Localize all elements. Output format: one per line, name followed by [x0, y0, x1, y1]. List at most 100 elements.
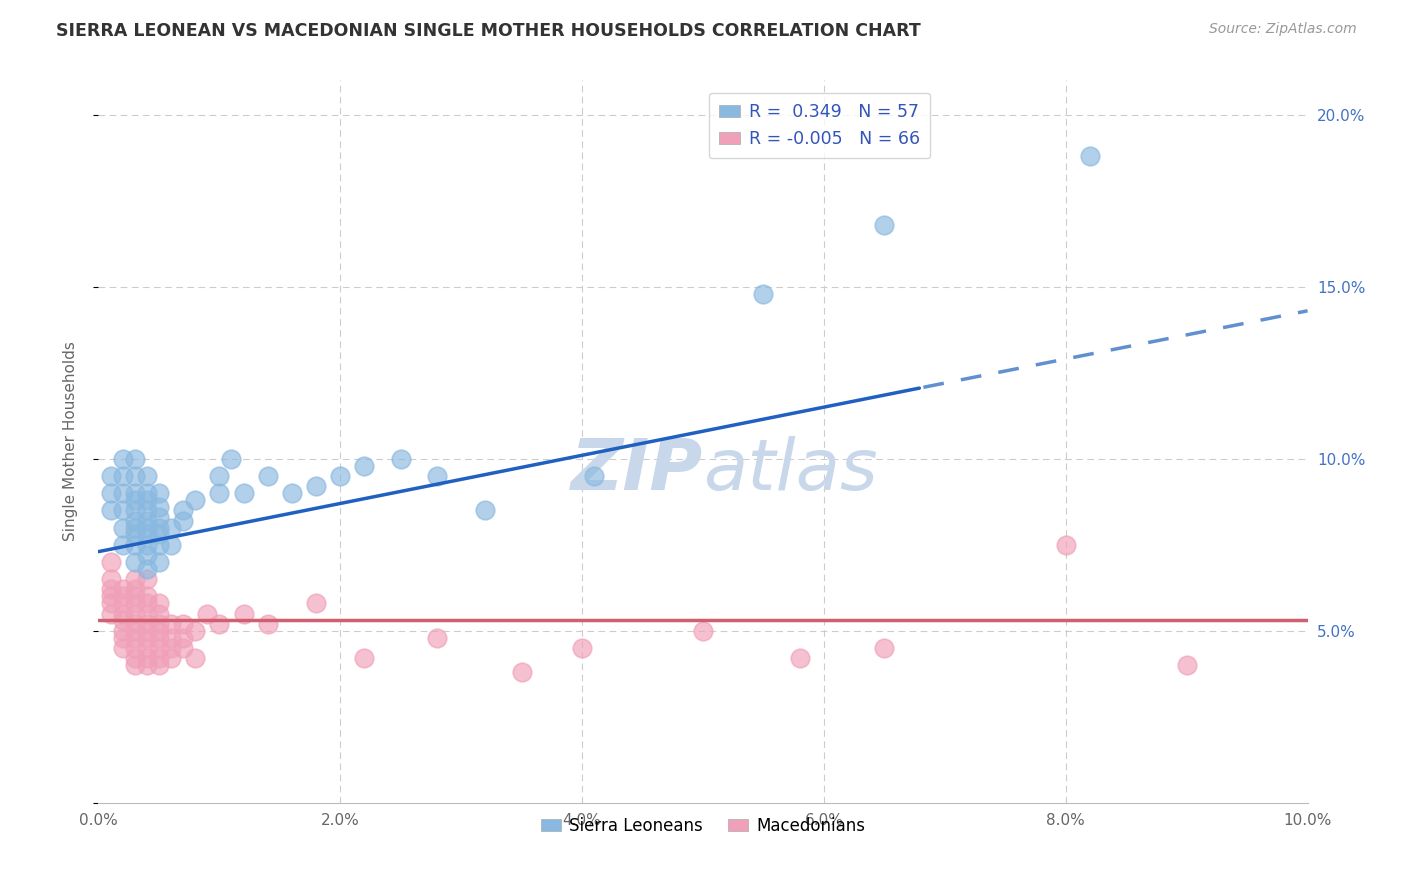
- Point: [160, 520, 183, 534]
- Point: [873, 640, 896, 655]
- Point: [148, 651, 170, 665]
- Point: [111, 596, 134, 610]
- Point: [353, 458, 375, 473]
- Point: [100, 572, 122, 586]
- Point: [135, 596, 157, 610]
- Point: [221, 451, 243, 466]
- Point: [148, 527, 170, 541]
- Point: [135, 493, 157, 508]
- Point: [135, 590, 157, 604]
- Point: [135, 562, 157, 576]
- Point: [160, 631, 183, 645]
- Point: [148, 631, 170, 645]
- Point: [1175, 658, 1198, 673]
- Point: [148, 538, 170, 552]
- Point: [124, 631, 146, 645]
- Point: [111, 469, 134, 483]
- Point: [148, 616, 170, 631]
- Text: Source: ZipAtlas.com: Source: ZipAtlas.com: [1209, 22, 1357, 37]
- Point: [789, 651, 811, 665]
- Point: [426, 469, 449, 483]
- Point: [100, 607, 122, 621]
- Point: [281, 486, 304, 500]
- Point: [389, 451, 412, 466]
- Point: [124, 469, 146, 483]
- Point: [124, 520, 146, 534]
- Point: [135, 631, 157, 645]
- Point: [305, 596, 328, 610]
- Point: [111, 624, 134, 638]
- Point: [160, 538, 183, 552]
- Point: [124, 514, 146, 528]
- Point: [148, 510, 170, 524]
- Point: [135, 486, 157, 500]
- Point: [692, 624, 714, 638]
- Y-axis label: Single Mother Households: Single Mother Households: [63, 342, 77, 541]
- Point: [160, 640, 183, 655]
- Point: [100, 596, 122, 610]
- Point: [111, 503, 134, 517]
- Point: [124, 658, 146, 673]
- Point: [100, 486, 122, 500]
- Point: [510, 665, 533, 679]
- Point: [148, 596, 170, 610]
- Point: [195, 607, 218, 621]
- Point: [135, 624, 157, 638]
- Point: [124, 616, 146, 631]
- Point: [571, 640, 593, 655]
- Point: [135, 572, 157, 586]
- Point: [111, 631, 134, 645]
- Text: atlas: atlas: [703, 436, 877, 505]
- Point: [148, 658, 170, 673]
- Point: [135, 658, 157, 673]
- Point: [111, 520, 134, 534]
- Point: [111, 582, 134, 597]
- Point: [135, 651, 157, 665]
- Point: [160, 651, 183, 665]
- Point: [172, 616, 194, 631]
- Point: [135, 527, 157, 541]
- Point: [148, 555, 170, 569]
- Point: [752, 286, 775, 301]
- Point: [135, 640, 157, 655]
- Legend: Sierra Leoneans, Macedonians: Sierra Leoneans, Macedonians: [534, 810, 872, 841]
- Point: [111, 590, 134, 604]
- Point: [172, 640, 194, 655]
- Point: [329, 469, 352, 483]
- Point: [100, 555, 122, 569]
- Point: [111, 640, 134, 655]
- Point: [184, 624, 207, 638]
- Text: SIERRA LEONEAN VS MACEDONIAN SINGLE MOTHER HOUSEHOLDS CORRELATION CHART: SIERRA LEONEAN VS MACEDONIAN SINGLE MOTH…: [56, 22, 921, 40]
- Point: [135, 607, 157, 621]
- Point: [474, 503, 496, 517]
- Text: ZIP: ZIP: [571, 436, 703, 505]
- Point: [124, 651, 146, 665]
- Point: [135, 469, 157, 483]
- Point: [124, 590, 146, 604]
- Point: [100, 590, 122, 604]
- Point: [873, 218, 896, 232]
- Point: [124, 538, 146, 552]
- Point: [232, 486, 254, 500]
- Point: [124, 624, 146, 638]
- Point: [124, 555, 146, 569]
- Point: [426, 631, 449, 645]
- Point: [124, 596, 146, 610]
- Point: [124, 451, 146, 466]
- Point: [100, 582, 122, 597]
- Point: [305, 479, 328, 493]
- Point: [208, 616, 231, 631]
- Point: [124, 607, 146, 621]
- Point: [148, 607, 170, 621]
- Point: [124, 640, 146, 655]
- Point: [172, 631, 194, 645]
- Point: [135, 514, 157, 528]
- Point: [148, 520, 170, 534]
- Point: [160, 616, 183, 631]
- Point: [148, 624, 170, 638]
- Point: [124, 527, 146, 541]
- Point: [148, 486, 170, 500]
- Point: [124, 486, 146, 500]
- Point: [172, 514, 194, 528]
- Point: [100, 503, 122, 517]
